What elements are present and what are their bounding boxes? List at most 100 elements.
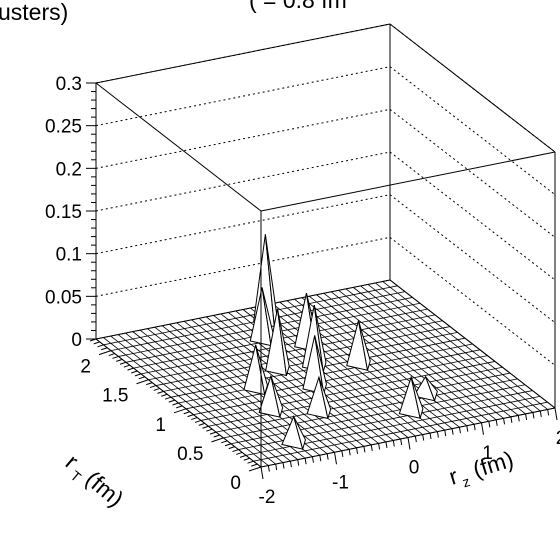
y-minor-tick: [251, 463, 258, 467]
x-tick-label: 0: [409, 458, 420, 479]
peak-face-right: [358, 320, 371, 371]
x-minor-tick: [495, 419, 498, 426]
x-tick-mark: [407, 437, 411, 450]
y-minor-tick: [149, 385, 157, 389]
y-tick-mark: [98, 350, 112, 356]
grid-line-back: [95, 151, 391, 212]
x-tick-label: -2: [259, 487, 276, 508]
x-minor-tick: [297, 459, 300, 466]
y-minor-tick: [187, 414, 194, 418]
x-minor-tick: [392, 440, 395, 447]
x-minor-tick: [422, 434, 425, 441]
y-minor-tick: [123, 364, 130, 368]
y-minor-tick: [119, 361, 127, 365]
x-minor-tick: [429, 432, 432, 440]
y-minor-tick: [243, 457, 250, 461]
x-minor-tick: [326, 453, 329, 460]
peak-face-right: [318, 377, 332, 419]
x-tick-mark: [260, 466, 264, 480]
mesh-line-y: [215, 372, 511, 433]
z-tick-label: 0.25: [45, 117, 82, 138]
x-axis-title-unit: (fm): [470, 446, 517, 483]
mesh-line-y: [230, 384, 526, 445]
y-minor-tick: [183, 411, 190, 415]
surface-peak: [243, 344, 268, 396]
y-minor-tick: [127, 367, 134, 371]
y-minor-tick: [224, 443, 232, 447]
x-minor-tick: [311, 456, 314, 463]
y-minor-tick: [172, 402, 179, 406]
y-minor-tick: [161, 393, 168, 397]
x-minor-tick: [363, 446, 366, 453]
front-top-edge: [260, 151, 556, 212]
y-minor-tick: [176, 405, 183, 409]
mesh-line-y: [238, 390, 533, 450]
y-minor-tick: [168, 399, 175, 403]
mesh-line-y: [103, 285, 398, 346]
y-minor-tick: [164, 396, 172, 400]
x-minor-tick: [532, 412, 535, 419]
y-minor-tick: [191, 417, 198, 421]
grid-line-right: [389, 236, 556, 366]
mesh-line-y: [193, 355, 488, 416]
z-axis-ticks: 0 0.05 0.1 0.15 0.2 0.25 0.3: [45, 74, 96, 351]
y-minor-tick: [202, 425, 209, 429]
z-tick-label: 0.3: [56, 74, 82, 95]
x-minor-tick: [436, 431, 439, 438]
x-minor-tick: [319, 455, 322, 462]
surface-peak: [265, 308, 290, 377]
x-minor-tick: [473, 424, 476, 431]
grid-line-right: [389, 151, 556, 281]
y-tick-mark: [211, 437, 224, 443]
x-tick-mark: [334, 452, 337, 465]
x-minor-tick: [400, 438, 403, 446]
z-tick-label: 0.2: [56, 159, 82, 180]
y-minor-tick: [247, 460, 254, 464]
z-tick-label: 0.1: [56, 245, 82, 266]
y-tick-label: 0.5: [177, 444, 203, 465]
x-minor-tick: [517, 415, 520, 422]
x-minor-tick: [525, 413, 528, 420]
y-minor-tick: [93, 341, 100, 345]
mesh-line-y: [185, 349, 481, 410]
x-minor-tick: [458, 427, 461, 434]
x-minor-tick: [282, 462, 285, 469]
surface-peaks: [243, 234, 438, 451]
mesh-line-y: [140, 314, 436, 375]
x-axis-ticks: -2 -1 0 1 2: [259, 407, 560, 508]
surface-peak: [306, 375, 332, 420]
y-minor-tick: [228, 446, 235, 450]
mesh-line-y: [253, 401, 548, 462]
y-minor-tick: [213, 434, 220, 438]
back-top-edge: [95, 23, 391, 84]
y-minor-tick: [134, 373, 142, 377]
z-tick-label: 0.05: [45, 287, 82, 308]
y-axis-title: r T (fm): [61, 449, 129, 512]
grid-line-right: [389, 66, 556, 196]
y-tick-mark: [173, 408, 187, 414]
y-tick-label: 2: [80, 357, 91, 378]
mesh-line-y: [178, 343, 473, 404]
peak-face-right: [276, 308, 290, 376]
x-minor-tick: [539, 410, 542, 418]
peak-face-right: [313, 304, 327, 372]
x-minor-tick: [414, 435, 417, 443]
x-minor-tick: [267, 465, 270, 472]
y-minor-tick: [221, 440, 228, 444]
z-axis-title-fragment: usters): [0, 0, 68, 25]
mesh-line-y: [155, 326, 451, 386]
x-tick-label: 2: [556, 428, 560, 449]
y-minor-tick: [108, 353, 115, 357]
y-minor-tick: [138, 376, 145, 380]
x-minor-tick: [378, 443, 381, 450]
mesh-line-y: [223, 378, 518, 439]
peak-face-right: [293, 416, 306, 451]
x-axis-title-sub: z: [460, 473, 471, 490]
grid-line-back: [95, 194, 391, 255]
y-tick-label: 1.5: [102, 386, 128, 407]
x-minor-tick: [304, 458, 307, 465]
peak-face-right: [425, 376, 438, 403]
x-minor-tick: [503, 418, 506, 425]
x-minor-tick: [275, 463, 278, 471]
y-minor-tick: [101, 347, 108, 351]
